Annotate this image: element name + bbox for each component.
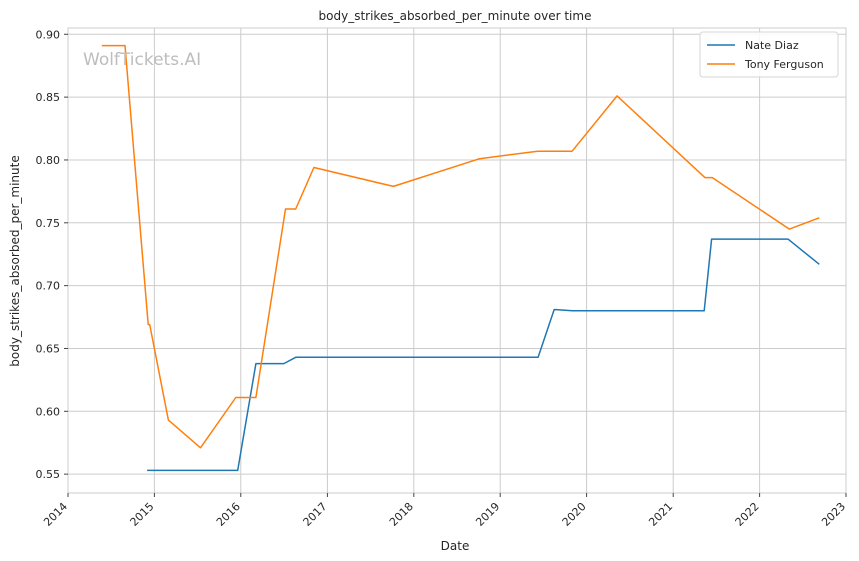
y-axis-title: body_strikes_absorbed_per_minute: [8, 155, 22, 366]
y-tick-label: 0.75: [36, 217, 61, 230]
x-axis-title: Date: [441, 539, 470, 553]
y-tick-label: 0.70: [36, 280, 61, 293]
y-tick-label: 0.85: [36, 91, 61, 104]
plot-frame: [67, 27, 847, 494]
watermark-text: WolfTickets.AI: [83, 50, 201, 70]
y-tick-label: 0.80: [36, 154, 61, 167]
chart-title: body_strikes_absorbed_per_minute over ti…: [319, 9, 592, 23]
series-line-nate-diaz: [147, 238, 820, 472]
y-tick-label: 0.60: [36, 405, 61, 418]
legend-label-tony-ferguson: Tony Ferguson: [744, 58, 824, 71]
legend: Nate Diaz Tony Ferguson: [699, 31, 839, 78]
y-tick-label: 0.90: [36, 28, 61, 41]
series-line-tony-ferguson: [101, 44, 820, 449]
legend-box: [699, 31, 839, 78]
y-axis-ticks: 0.55 0.60 0.65 0.70 0.75 0.80 0.85 0.90: [36, 28, 68, 481]
y-tick-label: 0.55: [36, 468, 61, 481]
legend-label-nate-diaz: Nate Diaz: [745, 39, 799, 52]
y-tick-label: 0.65: [36, 342, 61, 355]
series-layer: [101, 44, 820, 472]
